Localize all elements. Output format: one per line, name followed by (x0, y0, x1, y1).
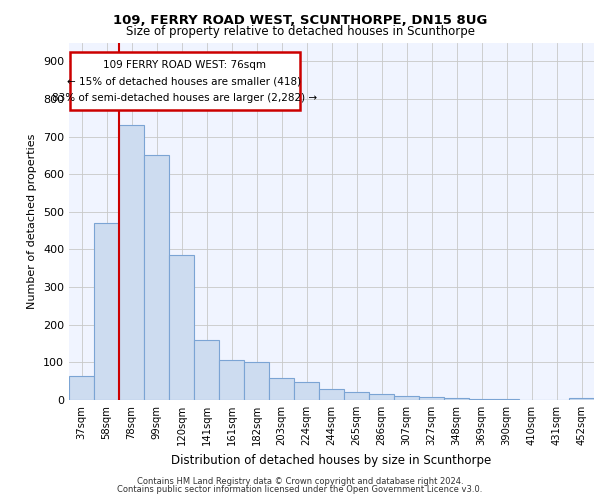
Text: Contains public sector information licensed under the Open Government Licence v3: Contains public sector information licen… (118, 485, 482, 494)
X-axis label: Distribution of detached houses by size in Scunthorpe: Distribution of detached houses by size … (172, 454, 491, 466)
Bar (219, 360, 244, 400)
Bar (444, 398, 469, 400)
Bar (494, 399, 519, 400)
Text: Contains HM Land Registry data © Crown copyright and database right 2024.: Contains HM Land Registry data © Crown c… (137, 477, 463, 486)
Text: 109, FERRY ROAD WEST, SCUNTHORPE, DN15 8UG: 109, FERRY ROAD WEST, SCUNTHORPE, DN15 8… (113, 14, 487, 27)
Bar (369, 394, 394, 400)
Bar (144, 156, 169, 400)
Text: ← 15% of detached houses are smaller (418): ← 15% of detached houses are smaller (41… (67, 76, 302, 86)
Bar (194, 340, 219, 400)
Bar (244, 362, 269, 400)
Bar (119, 126, 144, 400)
Bar (169, 255, 194, 400)
FancyBboxPatch shape (70, 52, 299, 110)
Bar (394, 396, 419, 400)
Bar (94, 223, 119, 400)
Bar (294, 382, 319, 400)
Bar (419, 397, 444, 400)
Bar (469, 399, 494, 400)
Bar (269, 378, 294, 400)
Bar (69, 376, 94, 400)
Text: Size of property relative to detached houses in Scunthorpe: Size of property relative to detached ho… (125, 25, 475, 38)
Text: 83% of semi-detached houses are larger (2,282) →: 83% of semi-detached houses are larger (… (52, 92, 317, 102)
Bar (569, 398, 594, 400)
Bar (319, 388, 344, 400)
Text: 109 FERRY ROAD WEST: 76sqm: 109 FERRY ROAD WEST: 76sqm (103, 60, 266, 70)
Bar (344, 392, 369, 400)
Y-axis label: Number of detached properties: Number of detached properties (28, 134, 37, 309)
